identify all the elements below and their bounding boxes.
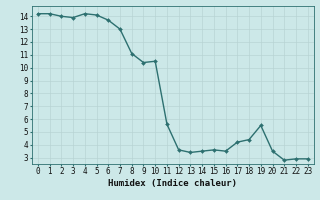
X-axis label: Humidex (Indice chaleur): Humidex (Indice chaleur) [108,179,237,188]
